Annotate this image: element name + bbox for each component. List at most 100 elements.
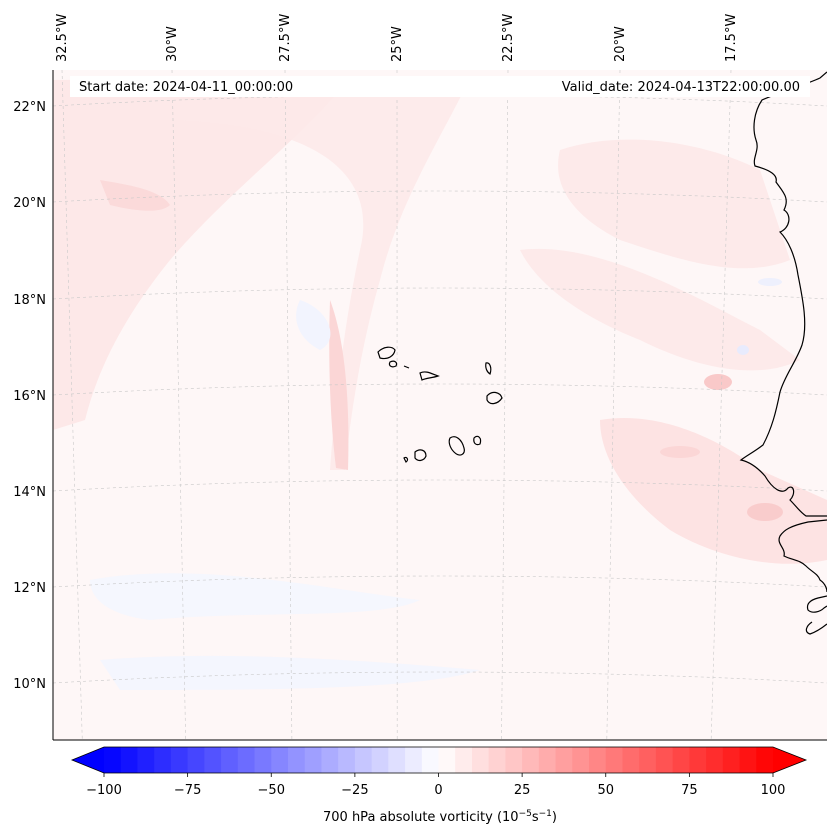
colorbar-cell (338, 747, 356, 773)
colorbar-cell (304, 747, 323, 773)
longitude-label: 25°W (390, 26, 405, 62)
colorbar-tick-label: −50 (258, 783, 285, 798)
colorbar-cell (154, 747, 172, 773)
meridian-gridline (501, 70, 509, 740)
colorbar-cell (371, 747, 389, 773)
colorbar-tick-label: 50 (597, 783, 614, 798)
colorbar-tick-label: 25 (514, 783, 531, 798)
positive-vorticity-band (329, 300, 349, 470)
colorbar-cell (137, 747, 155, 773)
colorbar-cell (706, 747, 724, 773)
colorbar-cell (170, 747, 189, 773)
negative-vorticity-patch (296, 300, 331, 350)
parallel-gridline (53, 383, 827, 396)
positive-vorticity-patch (520, 248, 800, 371)
colorbar-cell (237, 747, 256, 773)
colorbar-min-extend-arrow (72, 747, 104, 773)
latitude-label: 12°N (13, 581, 46, 596)
longitude-labels: 32.5°W 30°W 27.5°W 25°W 22.5°W 20°W 17.5°W (55, 14, 739, 62)
colorbar-cell (739, 747, 757, 773)
guinea-bissau-coastline (805, 595, 827, 635)
island-boa-vista (486, 391, 503, 405)
longitude-label: 20°W (613, 26, 628, 62)
colorbar-cell (354, 747, 373, 773)
island-santa-luzia (403, 365, 410, 369)
colorbar-cell (471, 747, 490, 773)
island-santiago (448, 436, 465, 456)
colorbar-cell (689, 747, 707, 773)
meridian-gridline (606, 70, 621, 740)
colorbar: −100 −75 −50 −25 0 25 50 75 100 700 hPa absolute… (70, 746, 808, 825)
cape-verde-islands (377, 346, 503, 463)
colorbar-max-extend-arrow (773, 747, 806, 773)
longitude-label: 27.5°W (278, 14, 293, 62)
vorticity-maximum (747, 503, 783, 521)
parallel-gridline (53, 575, 827, 588)
colorbar-cell (287, 747, 306, 773)
colorbar-cell (639, 747, 657, 773)
vorticity-maximum (660, 446, 700, 458)
colorbar-cell (120, 747, 139, 773)
island-sal (485, 362, 492, 375)
colorbar-cell (455, 747, 473, 773)
colorbar-cell (104, 747, 122, 773)
colorbar-cell (271, 747, 289, 773)
longitude-label: 17.5°W (724, 14, 739, 62)
valid-date-label: Valid_date: 2024-04-13T22:00:00.00 (562, 80, 800, 95)
longitude-label: 30°W (165, 26, 180, 62)
colorbar-tick-label: 0 (434, 783, 442, 798)
negative-vorticity-patch (90, 573, 420, 620)
colorbar-cell (187, 747, 205, 773)
meridian-gridline (171, 70, 186, 740)
colorbar-cell (589, 747, 607, 773)
gambia-river-outline (778, 519, 827, 593)
colorbar-cell (572, 747, 590, 773)
colorbar-cell (505, 747, 523, 773)
colorbar-cell (622, 747, 640, 773)
meridian-gridline (284, 70, 293, 740)
latitude-label: 14°N (13, 485, 46, 500)
graticule (53, 70, 827, 740)
start-date-label: Start date: 2024-04-11_00:00:00 (79, 80, 293, 95)
vorticity-maximum (704, 374, 732, 390)
colorbar-cell (421, 747, 440, 773)
colorbar-cell (538, 747, 557, 773)
parallel-gridline (53, 94, 827, 107)
latitude-label: 10°N (13, 677, 46, 692)
colorbar-cell (254, 747, 272, 773)
colorbar-cell (388, 747, 406, 773)
colorbar-tick-label: −100 (86, 783, 122, 798)
island-sao-vicente (388, 360, 398, 368)
map-panel: Start date: 2024-04-11_00:00:00 Valid_da… (53, 70, 827, 740)
meridian-gridline (61, 70, 83, 740)
vorticity-shading (53, 78, 827, 690)
meridian-gridline (710, 70, 732, 740)
positive-vorticity-band (150, 78, 470, 470)
longitude-label: 22.5°W (501, 14, 516, 62)
negative-vorticity-patch (737, 345, 749, 355)
colorbar-tick-label: 100 (761, 783, 786, 798)
latitude-label: 18°N (13, 293, 46, 308)
colorbar-tick-label: −75 (174, 783, 201, 798)
parallel-gridline (53, 479, 827, 492)
island-brava (403, 456, 409, 463)
colorbar-cell (321, 747, 339, 773)
colorbar-cell (756, 747, 774, 773)
colorbar-tick-label: −25 (341, 783, 368, 798)
latitude-labels: 22°N 20°N 18°N 16°N 14°N 12°N 10°N (13, 100, 46, 692)
colorbar-cell (605, 747, 624, 773)
island-maio (473, 435, 482, 446)
positive-vorticity-patch (600, 418, 827, 564)
negative-vorticity-patch (100, 655, 480, 690)
latitude-label: 16°N (13, 389, 46, 404)
parallel-gridline (53, 190, 827, 203)
latitude-label: 22°N (13, 100, 46, 115)
colorbar-cell (655, 747, 674, 773)
colorbar-cell (555, 747, 573, 773)
colorbar-cell (672, 747, 690, 773)
parallel-gridline (53, 287, 827, 300)
colorbar-cell (722, 747, 741, 773)
date-header-band (70, 76, 810, 97)
latitude-label: 20°N (13, 196, 46, 211)
